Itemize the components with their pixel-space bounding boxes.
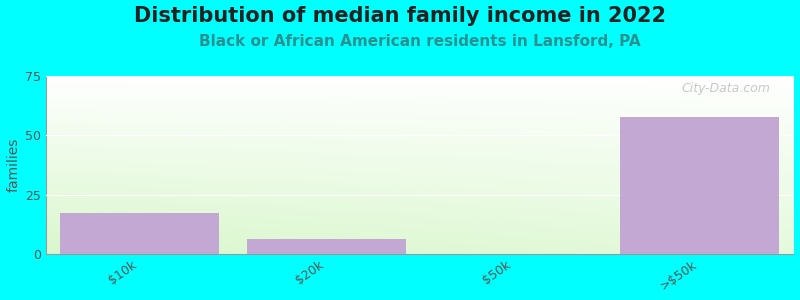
Text: City-Data.com: City-Data.com [682, 82, 770, 95]
Y-axis label: families: families [7, 138, 21, 192]
Bar [60, 213, 218, 254]
Bar [620, 117, 779, 254]
Title: Black or African American residents in Lansford, PA: Black or African American residents in L… [198, 34, 640, 49]
Text: Distribution of median family income in 2022: Distribution of median family income in … [134, 6, 666, 26]
Bar [246, 239, 406, 254]
